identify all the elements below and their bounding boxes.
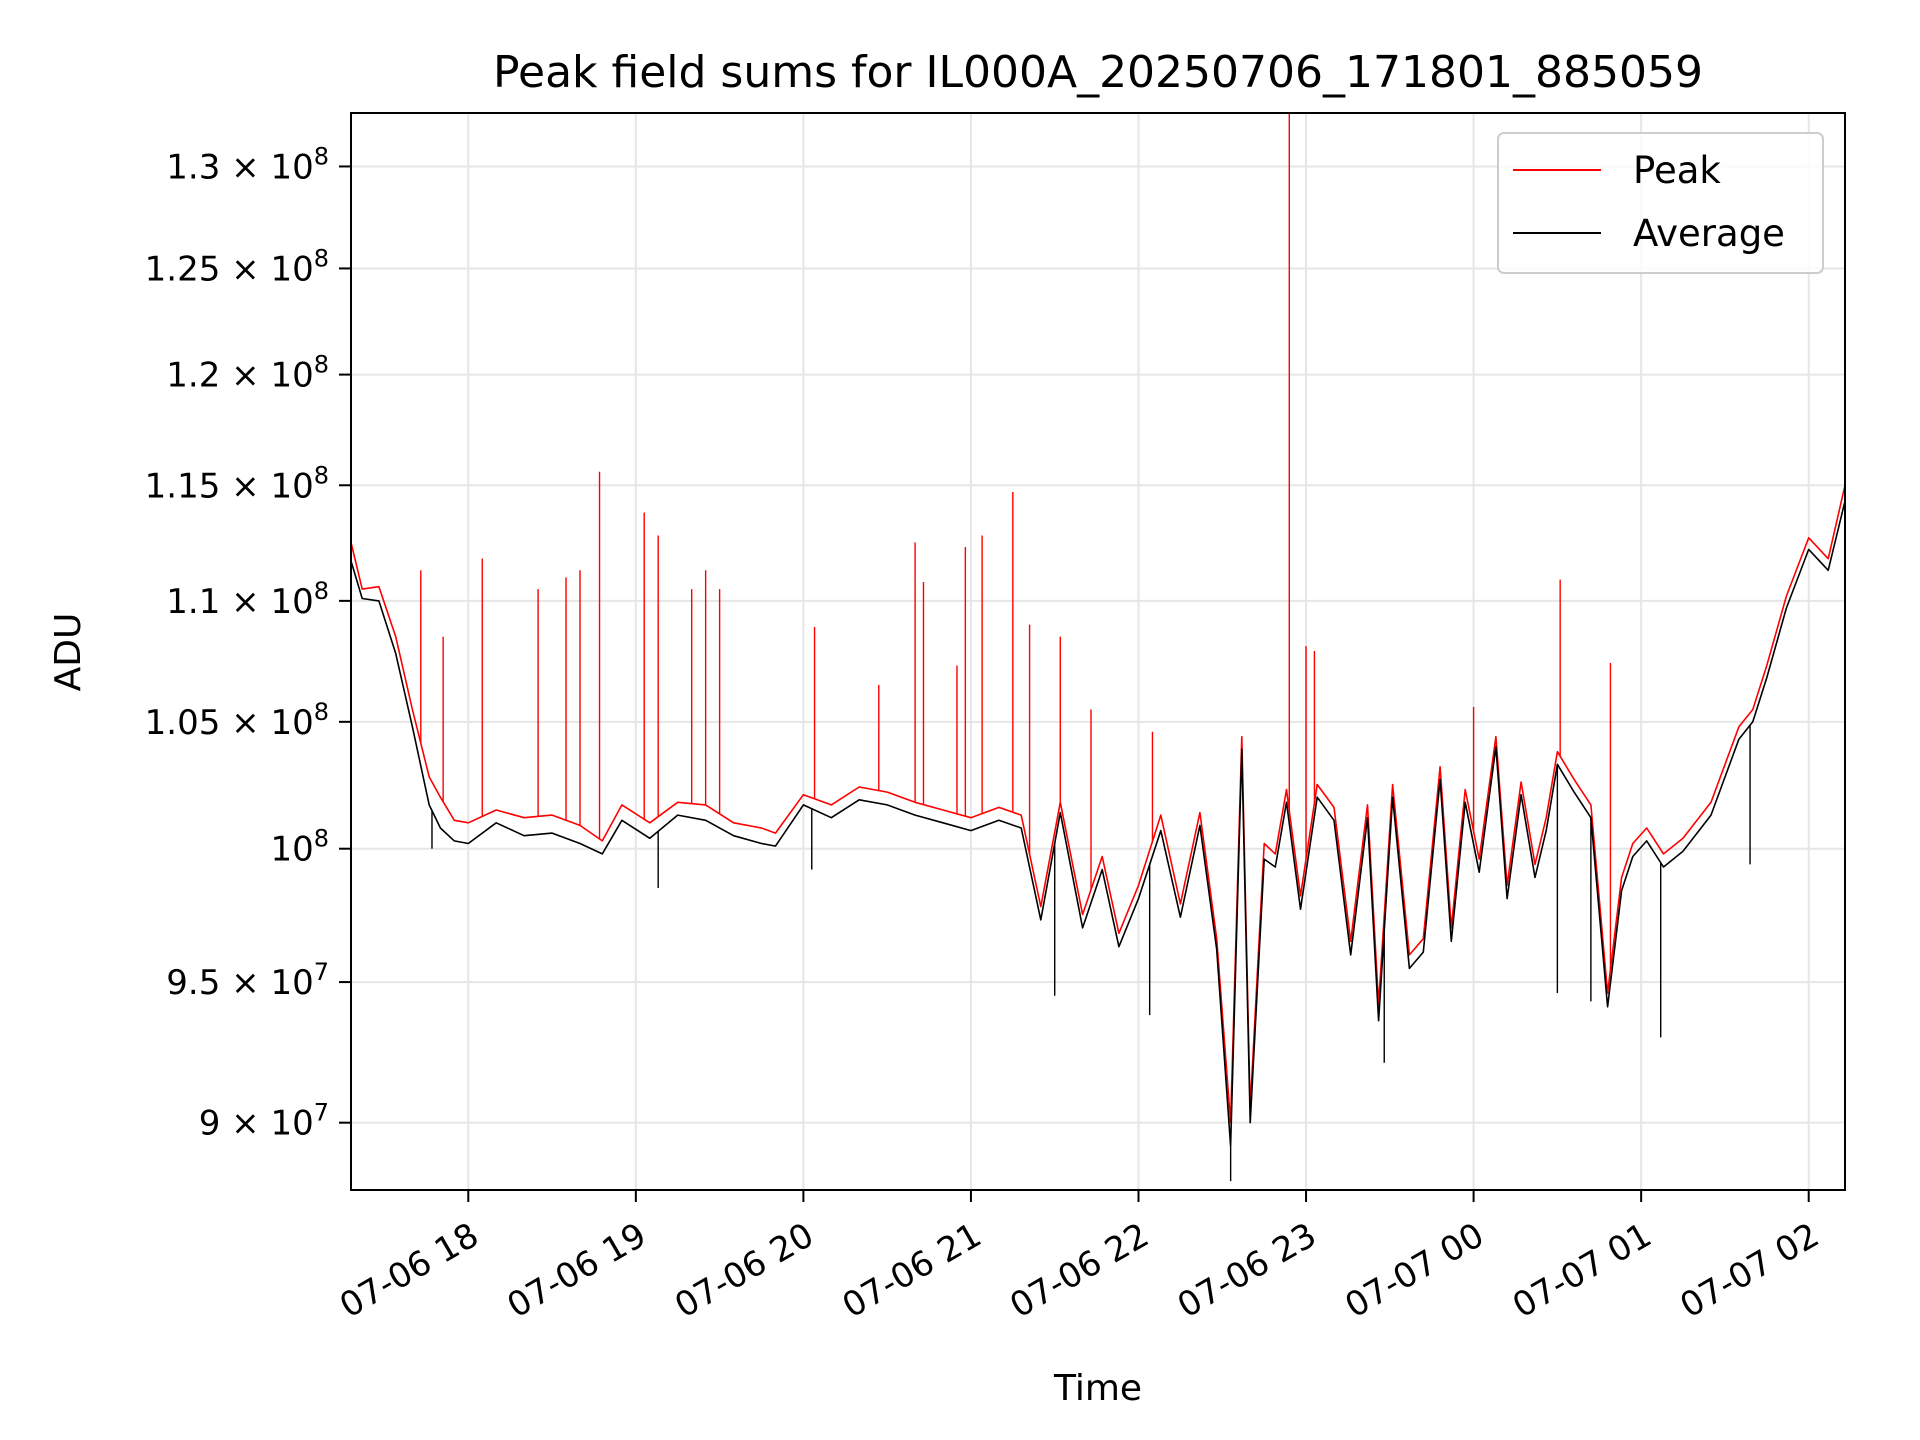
y-tick-mantissa: 9.5 × 10 <box>166 963 313 1003</box>
y-tick-exponent: 8 <box>314 577 329 605</box>
y-tick-label: 108 <box>270 825 329 870</box>
y-tick-mantissa: 1.15 × 10 <box>145 466 314 506</box>
y-tick-exponent: 7 <box>314 958 329 986</box>
y-tick-label: 1.05 × 108 <box>145 698 329 743</box>
plot-frame <box>350 112 1846 1191</box>
y-tick-exponent: 8 <box>314 698 329 726</box>
y-tick-label: 1.2 × 108 <box>166 351 329 396</box>
x-axis-title: Time <box>1053 1368 1142 1409</box>
y-tick-mantissa: 1.2 × 10 <box>166 356 313 396</box>
y-tick-exponent: 8 <box>314 461 329 489</box>
y-tick-label: 1.25 × 108 <box>145 244 329 289</box>
chart-title: Peak field sums for IL000A_20250706_1718… <box>493 47 1703 98</box>
legend: Peak Average <box>1497 132 1824 274</box>
y-tick-label: 9 × 107 <box>199 1099 329 1144</box>
y-tick-exponent: 8 <box>314 825 329 853</box>
y-tick-exponent: 8 <box>314 244 329 272</box>
y-tick-mantissa: 1.3 × 10 <box>166 147 313 187</box>
y-tick-label: 1.15 × 108 <box>145 461 329 506</box>
y-tick-mantissa: 1.05 × 10 <box>145 703 314 743</box>
y-tick-label: 1.1 × 108 <box>166 577 329 622</box>
y-tick-mantissa: 1.25 × 10 <box>145 249 314 289</box>
y-tick-mantissa: 10 <box>270 830 313 870</box>
y-tick-mantissa: 9 × 10 <box>199 1104 314 1144</box>
y-tick-label: 9.5 × 107 <box>166 958 329 1003</box>
y-axis-title: ADU <box>48 613 89 692</box>
plot-series <box>351 113 1845 1182</box>
y-tick-exponent: 8 <box>314 142 329 170</box>
legend-average-label: Average <box>1633 212 1785 255</box>
y-tick-exponent: 7 <box>314 1099 329 1127</box>
grid <box>351 113 1845 1190</box>
y-tick-label: 1.3 × 108 <box>166 142 329 187</box>
y-tick-mantissa: 1.1 × 10 <box>166 582 313 622</box>
legend-peak-label: Peak <box>1633 149 1721 192</box>
legend-box <box>1497 132 1824 274</box>
y-tick-exponent: 8 <box>314 351 329 379</box>
